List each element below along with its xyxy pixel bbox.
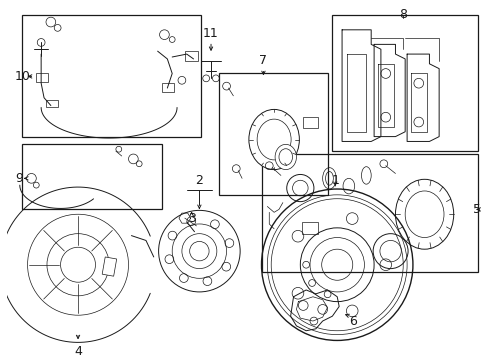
Text: 7: 7: [259, 54, 268, 67]
Text: 1: 1: [331, 174, 339, 187]
Text: 2: 2: [196, 174, 203, 187]
Ellipse shape: [395, 179, 454, 249]
Bar: [46, 100, 58, 108]
Bar: [22, 144, 163, 210]
Ellipse shape: [405, 191, 444, 238]
Bar: [163, 83, 174, 92]
Bar: [219, 73, 327, 195]
Bar: [262, 154, 478, 273]
Ellipse shape: [249, 109, 299, 170]
Ellipse shape: [279, 149, 293, 165]
Ellipse shape: [275, 144, 296, 170]
Text: 8: 8: [399, 9, 407, 22]
Bar: [303, 117, 318, 128]
Bar: [22, 15, 201, 136]
Bar: [185, 51, 198, 61]
Text: 6: 6: [349, 315, 357, 328]
Text: 3: 3: [188, 212, 196, 225]
Bar: [36, 73, 48, 82]
Ellipse shape: [257, 119, 291, 160]
Text: 4: 4: [74, 345, 82, 358]
Text: 5: 5: [473, 203, 481, 216]
Bar: [302, 222, 318, 234]
Bar: [332, 15, 478, 151]
Text: 11: 11: [203, 27, 219, 40]
Text: 9: 9: [15, 172, 23, 185]
Bar: [102, 257, 117, 276]
Text: 10: 10: [15, 70, 31, 83]
